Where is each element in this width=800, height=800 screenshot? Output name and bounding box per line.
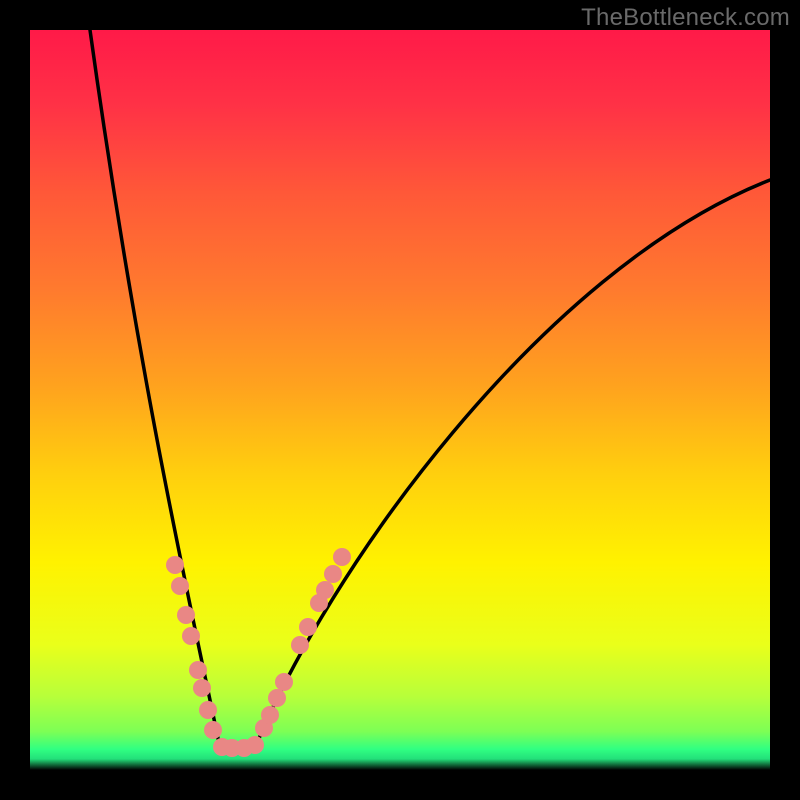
scatter-marker xyxy=(275,673,293,691)
scatter-marker xyxy=(316,581,334,599)
scatter-marker xyxy=(199,701,217,719)
scatter-marker xyxy=(324,565,342,583)
scatter-marker xyxy=(299,618,317,636)
plot-area xyxy=(30,30,770,770)
scatter-marker xyxy=(268,689,286,707)
scatter-marker xyxy=(246,736,264,754)
scatter-marker xyxy=(166,556,184,574)
scatter-marker xyxy=(171,577,189,595)
scatter-marker xyxy=(189,661,207,679)
bottleneck-curve xyxy=(30,30,770,770)
watermark-text: TheBottleneck.com xyxy=(581,4,790,32)
chart-frame: TheBottleneck.com xyxy=(0,0,800,800)
scatter-marker xyxy=(204,721,222,739)
marker-layer xyxy=(166,548,351,757)
scatter-marker xyxy=(291,636,309,654)
scatter-marker xyxy=(177,606,195,624)
scatter-marker xyxy=(333,548,351,566)
scatter-marker xyxy=(182,627,200,645)
scatter-marker xyxy=(261,706,279,724)
scatter-marker xyxy=(193,679,211,697)
